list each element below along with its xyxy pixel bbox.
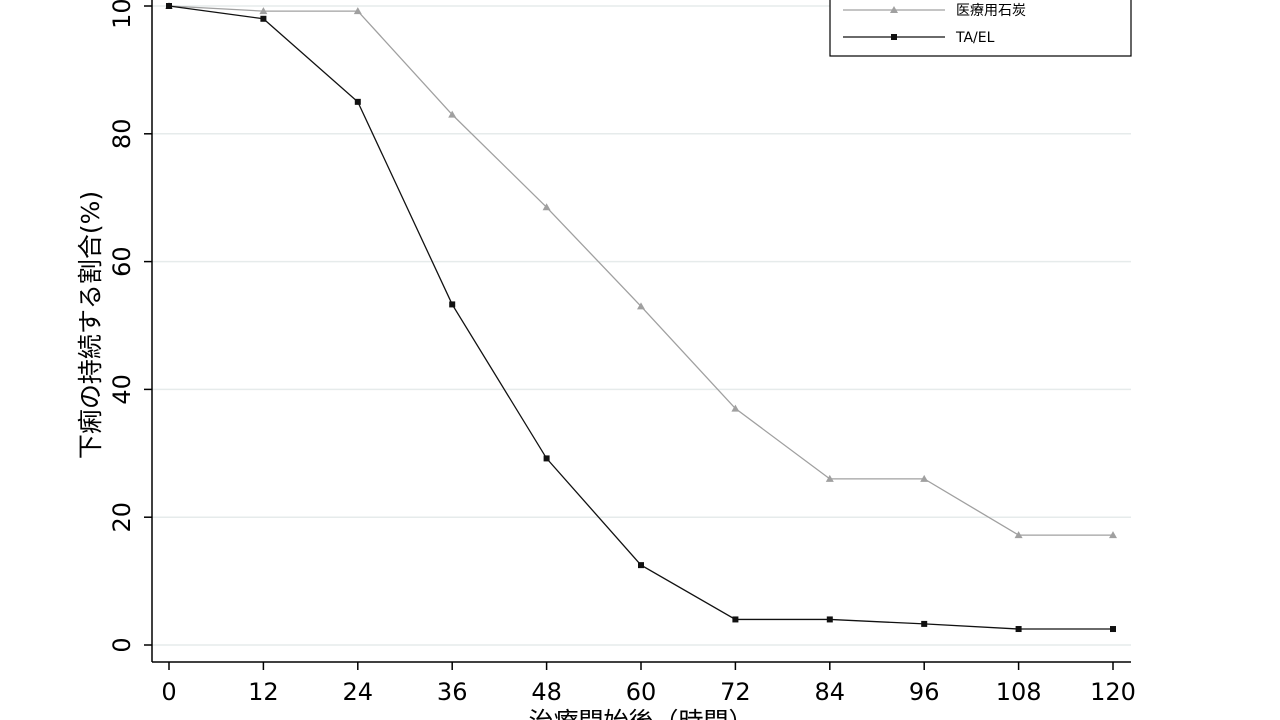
data-point [1014,531,1023,539]
series-1 [165,2,1117,539]
data-point [449,301,456,308]
x-tick-label: 36 [437,678,468,706]
data-point [638,562,644,569]
y-tick-label: 100 [108,0,136,29]
data-point [354,98,361,105]
data-point [543,455,550,462]
series-2 [166,3,1116,633]
data-point [891,34,897,40]
series-layer [165,2,1117,633]
y-tick-label: 60 [108,246,136,277]
y-axis-title: 下痢の持続する割合(%) [76,191,105,459]
x-tick-label: 48 [531,678,562,706]
data-point [166,3,172,9]
x-tick-label: 0 [161,678,176,706]
data-point [1110,626,1116,633]
x-tick-label: 24 [343,678,374,706]
data-point [542,203,551,211]
series-line [168,5,1113,630]
data-point [259,7,268,15]
legend-item: TA/EL [843,30,995,46]
x-tick-label: 84 [815,678,846,706]
x-tick-label: 72 [720,678,751,706]
legend-label: 医療用石炭 [956,2,1026,19]
x-tick-label: 120 [1090,678,1136,706]
series-line [168,5,1113,536]
data-point [637,302,645,310]
legend-label: TA/EL [955,30,995,46]
legend-box [829,0,1132,57]
legend: 医療用石炭 TA/EL [829,0,1132,57]
data-point [826,616,833,623]
data-point [1015,626,1022,633]
data-point [260,15,267,22]
x-tick-label: 12 [248,678,279,706]
data-point [825,474,834,482]
x-axis-title: 治療開始後（時間） [528,707,753,720]
y-tick-label: 40 [108,374,136,405]
legend-item: 医療用石炭 [843,2,1026,19]
data-point [1109,531,1117,539]
data-point [731,404,740,412]
x-ticks: 0 12 24 36 48 60 72 84 96 108 120 [161,662,1136,706]
data-point [448,110,457,118]
y-tick-label: 0 [108,637,136,652]
data-point [353,7,362,15]
data-point [890,6,898,13]
x-tick-label: 96 [909,678,940,706]
data-point [920,474,929,482]
data-point [921,620,928,627]
x-tick-label: 60 [626,678,657,706]
gridlines [152,5,1131,646]
y-tick-label: 20 [108,502,136,533]
y-tick-label: 80 [108,119,136,150]
x-tick-label: 108 [996,678,1042,706]
y-ticks: 0 20 40 60 80 100 [108,0,152,653]
data-point [732,616,739,623]
